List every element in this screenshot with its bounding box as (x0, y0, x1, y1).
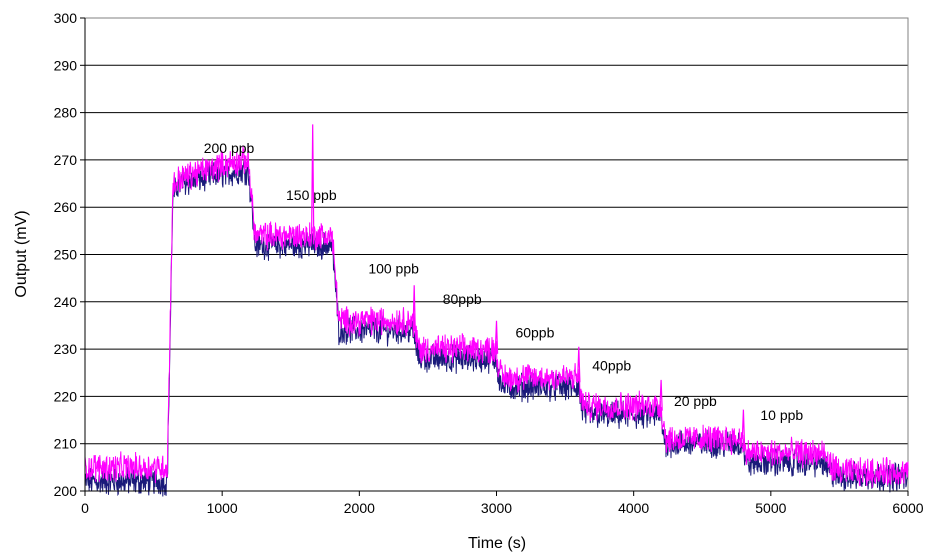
injection-spike (741, 409, 746, 444)
y-tick-label: 300 (54, 10, 78, 26)
concentration-label: 60ppb (515, 324, 554, 340)
injection-spike (310, 124, 315, 241)
concentration-label: 80ppb (443, 291, 482, 307)
series-line-2 (84, 144, 909, 488)
y-tick-label: 210 (54, 436, 78, 452)
y-tick-label: 200 (54, 483, 78, 499)
concentration-label: 40ppb (592, 357, 631, 373)
axes (80, 17, 909, 496)
y-tick-label: 250 (54, 247, 78, 263)
y-tick-label: 270 (54, 152, 78, 168)
x-tick-label: 5000 (755, 500, 786, 516)
concentration-label: 200 ppb (204, 140, 255, 156)
y-tick-label: 230 (54, 341, 78, 357)
concentration-label: 10 ppb (760, 407, 803, 423)
concentration-label: 100 ppb (368, 260, 419, 276)
x-tick-label: 4000 (618, 500, 649, 516)
x-tick-label: 2000 (344, 500, 375, 516)
injection-spike (494, 320, 499, 354)
y-tick-label: 280 (54, 105, 78, 121)
concentration-label: 150 ppb (286, 187, 337, 203)
injection-spike (412, 285, 416, 333)
injection-spike (659, 379, 663, 411)
y-tick-label: 260 (54, 199, 78, 215)
y-tick-label: 290 (54, 57, 78, 73)
injection-spike (577, 346, 581, 383)
x-tick-label: 0 (81, 500, 89, 516)
y-tick-label: 240 (54, 294, 78, 310)
x-axis-label: Time (s) (468, 535, 526, 552)
x-tick-label: 6000 (892, 500, 923, 516)
annotations: 200 ppb 150 ppb 100 ppb 80ppb 60ppb 40ppb 20 p… (204, 140, 804, 423)
series-layer (84, 124, 909, 497)
x-tick-label: 3000 (481, 500, 512, 516)
x-tick-label: 1000 (207, 500, 238, 516)
y-axis-label: Output (mV) (13, 210, 30, 297)
y-tick-label: 220 (54, 388, 78, 404)
concentration-label: 20 ppb (674, 393, 717, 409)
